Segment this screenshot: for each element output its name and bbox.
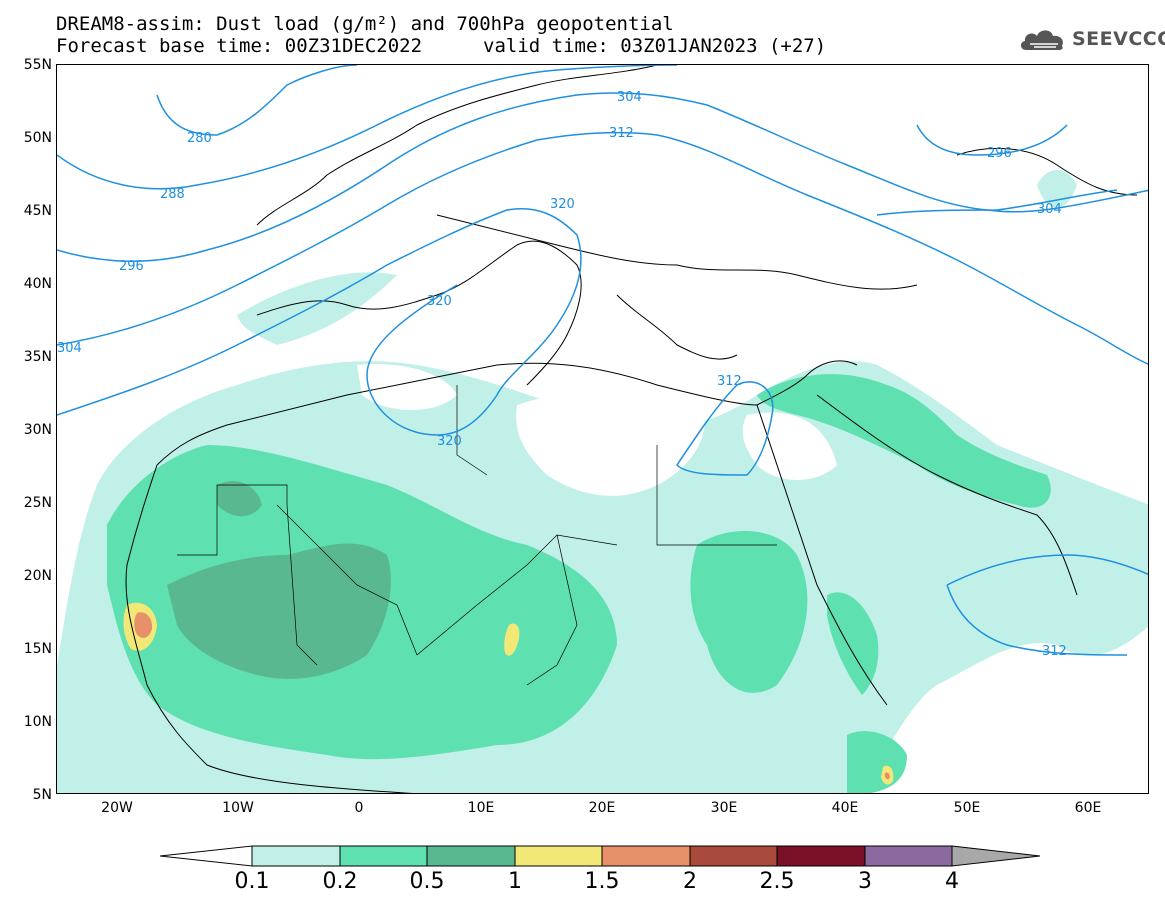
- longitude-label: 50E: [953, 800, 981, 816]
- longitude-label: 40E: [831, 800, 859, 816]
- colorbar-segment: [339, 845, 428, 867]
- colorbar-tick-label: 0.1: [234, 869, 270, 894]
- dust-layer-dark: [167, 481, 391, 679]
- contour-label: 312: [609, 126, 634, 141]
- contour-labels: 280 288 296 304 312 320 312 304 296 304 …: [57, 90, 1067, 659]
- latitude-label: 20N: [23, 568, 52, 584]
- valid-time: valid time: 03Z01JAN2023 (+27): [483, 35, 827, 57]
- contour-label: 320: [437, 434, 462, 449]
- colorbar: [160, 845, 1041, 867]
- longitude-label: 0: [354, 800, 364, 816]
- map-title: DREAM8-assim: Dust load (g/m²) and 700hP…: [56, 13, 674, 35]
- contour-label: 296: [987, 146, 1012, 161]
- longitude-label: 20E: [588, 800, 616, 816]
- dust-map: 280 288 296 304 312 320 312 304 296 304 …: [56, 64, 1149, 794]
- colorbar-low-arrow: [160, 845, 253, 867]
- latitude-label: 10N: [23, 714, 52, 730]
- latitude-label: 50N: [23, 130, 52, 146]
- geopotential-contours: [57, 65, 1148, 656]
- longitude-label: 20W: [101, 800, 133, 816]
- forecast-base-time: Forecast base time: 00Z31DEC2022: [56, 35, 423, 57]
- colorbar-segment: [689, 845, 778, 867]
- colorbar-tick-label: 0.2: [322, 869, 358, 894]
- contour-label: 296: [119, 259, 144, 274]
- seevccc-logo: SEEVCCC: [1018, 26, 1165, 52]
- contour-label: 312: [717, 374, 742, 389]
- contour-label: 304: [617, 90, 642, 105]
- longitude-label: 30E: [710, 800, 738, 816]
- colorbar-high-arrow: [951, 845, 1041, 867]
- colorbar-tick-label: 1: [508, 869, 522, 894]
- colorbar-tick-label: 4: [945, 869, 959, 894]
- latitude-label: 55N: [23, 57, 52, 73]
- colorbar-tick-label: 2: [683, 869, 697, 894]
- logo-text: SEEVCCC: [1072, 28, 1165, 50]
- latitude-label: 5N: [32, 787, 52, 803]
- cloud-icon: [1020, 30, 1063, 50]
- map-canvas: 280 288 296 304 312 320 312 304 296 304 …: [57, 65, 1148, 793]
- latitude-label: 45N: [23, 203, 52, 219]
- contour-label: 312: [1042, 644, 1067, 659]
- contour-label: 320: [550, 197, 575, 212]
- borders: [177, 385, 777, 686]
- contour-label: 288: [160, 187, 185, 202]
- contour-label: 280: [187, 131, 212, 146]
- colorbar-tick-label: 2.5: [759, 869, 795, 894]
- colorbar-segment: [514, 845, 603, 867]
- coastlines: [125, 65, 1138, 793]
- colorbar-segment: [601, 845, 691, 867]
- colorbar-segment: [864, 845, 953, 867]
- contour-label: 304: [1037, 202, 1062, 217]
- contour-label: 320: [427, 294, 452, 309]
- latitude-label: 15N: [23, 641, 52, 657]
- longitude-label: 10W: [222, 800, 254, 816]
- colorbar-segment: [251, 845, 341, 867]
- longitude-label: 10E: [467, 800, 495, 816]
- contour-label: 304: [57, 341, 82, 356]
- latitude-label: 25N: [23, 495, 52, 511]
- colorbar-tick-label: 1.5: [584, 869, 620, 894]
- longitude-label: 60E: [1074, 800, 1102, 816]
- clear-areas: [357, 364, 837, 496]
- dust-layer-orange: [134, 612, 890, 780]
- latitude-label: 35N: [23, 349, 52, 365]
- latitude-label: 30N: [23, 422, 52, 438]
- latitude-label: 40N: [23, 276, 52, 292]
- colorbar-tick-label: 0.5: [409, 869, 445, 894]
- colorbar-segment: [426, 845, 516, 867]
- colorbar-segment: [776, 845, 866, 867]
- colorbar-tick-label: 3: [858, 869, 872, 894]
